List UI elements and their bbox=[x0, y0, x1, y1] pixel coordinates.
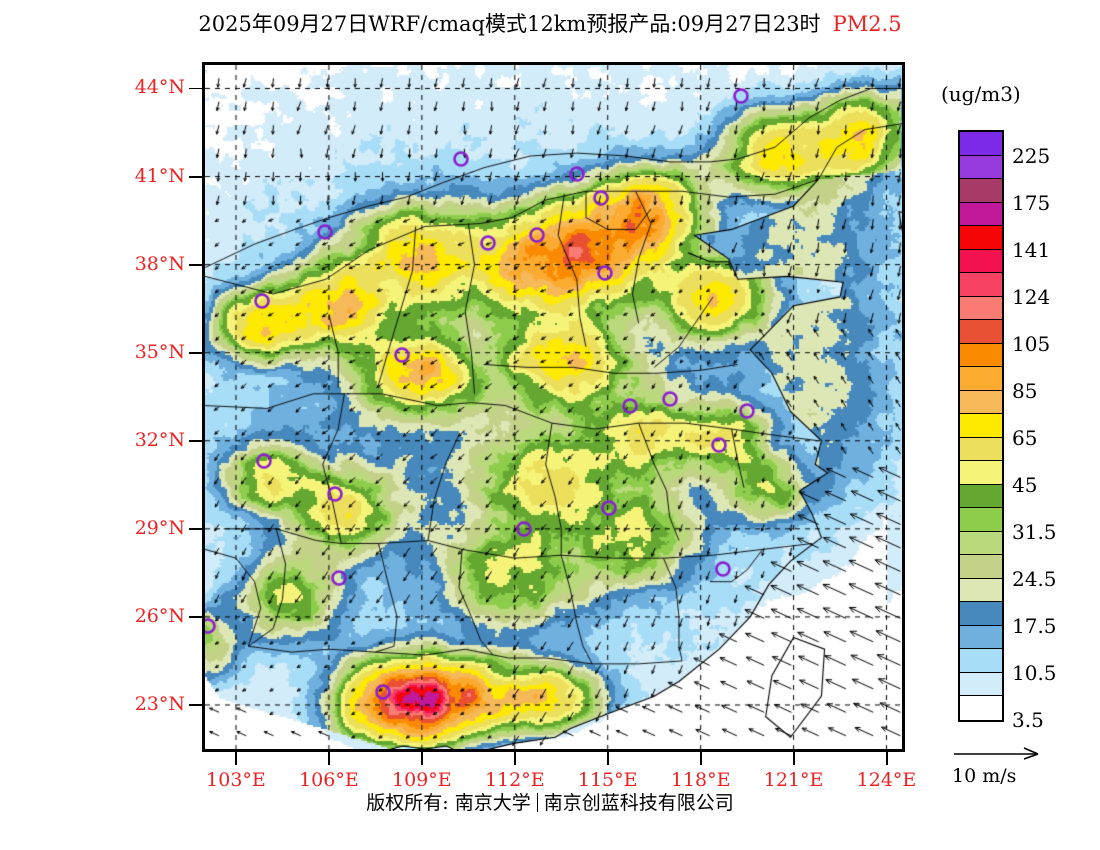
y-tick-44°N bbox=[189, 87, 202, 90]
colorbar-band bbox=[960, 625, 1002, 650]
x-axis-label-106°E: 106°E bbox=[299, 769, 359, 791]
x-axis-label-124°E: 124°E bbox=[856, 769, 917, 791]
y-tick-26°N bbox=[189, 616, 202, 618]
colorbar-band bbox=[960, 249, 1002, 274]
colorbar-label-175: 175 bbox=[1012, 190, 1051, 215]
y-axis-label-23°N: 23°N bbox=[134, 692, 185, 715]
y-axis-label-41°N: 41°N bbox=[134, 164, 185, 187]
x-tick-115°E bbox=[607, 752, 609, 765]
copyright-footer: 版权所有: 南京大学 南京创蓝科技有限公司 bbox=[0, 788, 1100, 815]
colorbar-label-225: 225 bbox=[1012, 143, 1051, 168]
colorbar-label-124: 124 bbox=[1012, 284, 1051, 309]
colorbar-label-31.5: 31.5 bbox=[1012, 519, 1057, 544]
map-plot-area[interactable] bbox=[202, 62, 905, 752]
footer-divider bbox=[536, 793, 538, 812]
x-axis-label-103°E: 103°E bbox=[206, 769, 266, 791]
y-axis-label-35°N: 35°N bbox=[134, 340, 185, 363]
y-axis-label-32°N: 32°N bbox=[134, 428, 185, 451]
colorbar-label-45: 45 bbox=[1012, 472, 1038, 497]
colorbar-band bbox=[960, 578, 1002, 603]
x-tick-106°E bbox=[328, 752, 330, 765]
x-tick-112°E bbox=[514, 752, 516, 765]
footer-right-text: 南京创蓝科技有限公司 bbox=[543, 792, 734, 814]
colorbar-band bbox=[960, 226, 1002, 250]
x-tick-121°E bbox=[793, 752, 795, 765]
colorbar-band bbox=[960, 296, 1002, 321]
colorbar-band bbox=[960, 602, 1002, 626]
y-tick-41°N bbox=[189, 176, 202, 178]
x-axis-label-115°E: 115°E bbox=[577, 769, 638, 791]
colorbar-label-10.5: 10.5 bbox=[1012, 660, 1057, 685]
colorbar-label-65: 65 bbox=[1012, 425, 1038, 450]
colorbar-band bbox=[960, 202, 1002, 227]
colorbar-band bbox=[960, 367, 1002, 391]
wind-key-label: 10 m/s bbox=[952, 765, 1017, 787]
colorbar-label-85: 85 bbox=[1012, 378, 1038, 403]
colorbar-band bbox=[960, 320, 1002, 344]
colorbar-label-141: 141 bbox=[1012, 237, 1051, 262]
colorbar-band bbox=[960, 132, 1002, 156]
colorbar-band bbox=[960, 390, 1002, 415]
x-tick-103°E bbox=[235, 752, 237, 765]
wind-vector-legend: 10 m/s bbox=[952, 744, 1092, 787]
y-axis-label-29°N: 29°N bbox=[134, 516, 185, 539]
colorbar-tick-labels: 225 175 141 124 105 85 65 45 31.5 24.5 17.5 10.5 3.5 bbox=[1012, 130, 1098, 730]
colorbar-band bbox=[960, 672, 1002, 697]
title-species-text: PM2.5 bbox=[832, 12, 902, 36]
x-tick-118°E bbox=[700, 752, 702, 765]
colorbar-band bbox=[960, 484, 1002, 509]
x-tick-109°E bbox=[421, 752, 423, 765]
colorbar-band bbox=[960, 461, 1002, 485]
colorbar-band bbox=[960, 343, 1002, 368]
colorbar-label-24.5: 24.5 bbox=[1012, 566, 1057, 591]
colorbar-band bbox=[960, 531, 1002, 556]
colorbar-band bbox=[960, 414, 1002, 438]
y-axis-label-38°N: 38°N bbox=[134, 252, 185, 275]
colorbar-band bbox=[960, 555, 1002, 579]
y-tick-32°N bbox=[189, 440, 202, 442]
pm25-contour-field bbox=[205, 65, 902, 749]
x-axis-label-112°E: 112°E bbox=[484, 769, 545, 791]
x-axis-label-118°E: 118°E bbox=[670, 769, 731, 791]
y-axis-label-44°N: 44°N bbox=[134, 76, 185, 99]
wind-arrow-icon bbox=[954, 747, 1039, 760]
colorbar-band bbox=[960, 508, 1002, 532]
x-axis-label-109°E: 109°E bbox=[392, 769, 452, 791]
colorbar[interactable] bbox=[958, 130, 1004, 722]
x-axis-label-121°E: 121°E bbox=[763, 769, 824, 791]
y-tick-23°N bbox=[189, 704, 202, 706]
colorbar-label-17.5: 17.5 bbox=[1012, 613, 1057, 638]
colorbar-label-3.5: 3.5 bbox=[1012, 708, 1044, 732]
y-tick-29°N bbox=[189, 528, 202, 530]
y-tick-38°N bbox=[189, 264, 202, 266]
footer-left-text: 版权所有: 南京大学 bbox=[366, 792, 531, 814]
colorbar-band bbox=[960, 649, 1002, 673]
colorbar-band bbox=[960, 155, 1002, 180]
title-main-text: 2025年09月27日WRF/cmaq模式12km预报产品:09月27日23时 bbox=[198, 12, 821, 36]
y-tick-35°N bbox=[189, 352, 202, 354]
colorbar-band bbox=[960, 273, 1002, 297]
page-title: 2025年09月27日WRF/cmaq模式12km预报产品:09月27日23时 P… bbox=[0, 8, 1100, 38]
colorbar-label-105: 105 bbox=[1012, 331, 1051, 356]
x-tick-124°E bbox=[886, 752, 888, 765]
colorbar-band bbox=[960, 437, 1002, 462]
colorbar-band bbox=[960, 696, 1002, 720]
y-axis-label-26°N: 26°N bbox=[134, 604, 185, 627]
colorbar-unit-label: (ug/m3) bbox=[941, 82, 1021, 106]
colorbar-band bbox=[960, 179, 1002, 203]
